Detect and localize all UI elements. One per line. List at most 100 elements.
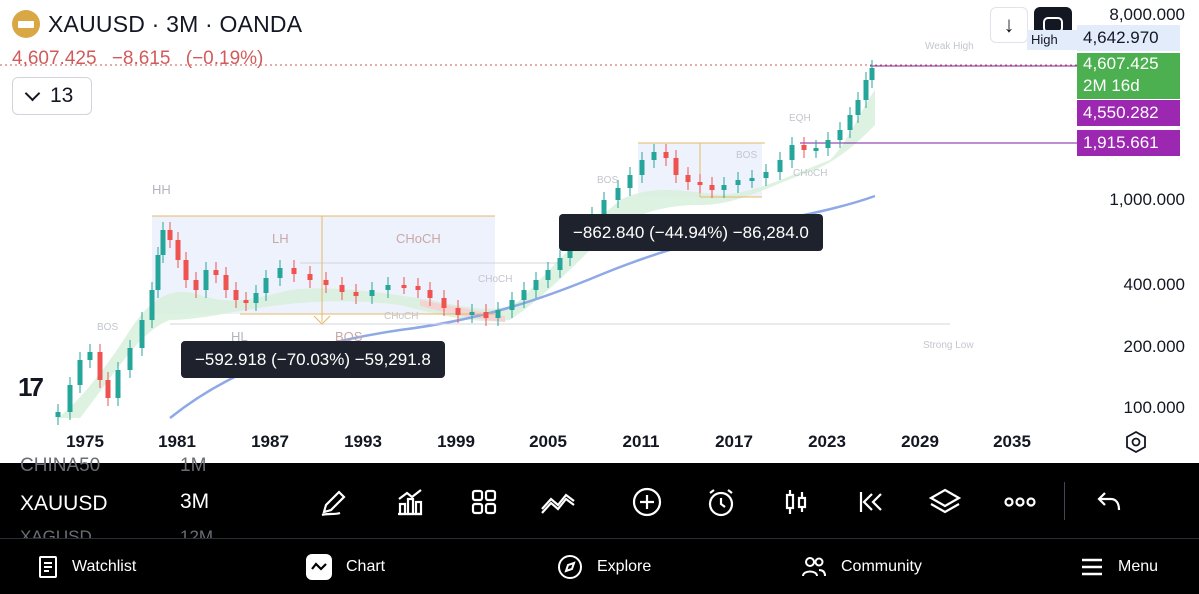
symbol-picker-item[interactable]: CHINA50 xyxy=(20,455,101,476)
annotation-weak-high: Weak High xyxy=(925,41,974,52)
plus-circle-icon[interactable] xyxy=(629,484,665,520)
time-axis-label: 2023 xyxy=(808,432,846,451)
candle-body xyxy=(533,280,539,290)
annotation-bos: BOS xyxy=(736,150,758,161)
compass-icon xyxy=(558,555,582,579)
chart-add-icon[interactable] xyxy=(392,484,428,520)
price-axis-label: 200.000 xyxy=(1123,337,1185,356)
candle-body xyxy=(837,130,843,140)
nav-explore[interactable]: Explore xyxy=(557,539,651,594)
more-icon[interactable] xyxy=(1002,484,1038,520)
time-axis-label: 1993 xyxy=(344,432,382,451)
nav-watchlist[interactable]: Watchlist xyxy=(38,539,136,594)
candle-body xyxy=(369,290,375,296)
annotation-choch: CHoCH xyxy=(396,231,441,246)
symbol-picker-selected[interactable]: XAUUSD xyxy=(20,492,108,515)
chart-settings-icon[interactable] xyxy=(1124,430,1148,454)
arrow-down-icon: ↓ xyxy=(1003,12,1015,37)
nav-menu[interactable]: Menu xyxy=(1080,539,1158,594)
interval-picker-selected[interactable]: 3M xyxy=(180,490,210,513)
candle-body xyxy=(749,178,755,181)
annotation-eqh: EQH xyxy=(789,113,811,124)
level-tag-1: 4,550.282 xyxy=(1077,100,1180,126)
price-axis-label: 8,000.000 xyxy=(1109,5,1185,24)
candle-body xyxy=(149,290,155,320)
gold-symbol-icon xyxy=(12,10,40,38)
time-axis-label: 2029 xyxy=(901,432,939,451)
time-axis-label: 2017 xyxy=(715,432,753,451)
candle-body xyxy=(97,352,103,380)
high-marker-label: High xyxy=(1027,30,1077,50)
annotation-hh: HH xyxy=(152,182,171,197)
current-price-value: 4,607.425 xyxy=(1083,54,1159,73)
candle-body xyxy=(847,115,853,130)
candle-body xyxy=(495,310,501,318)
time-axis-label: 1975 xyxy=(66,432,104,451)
interval-picker-item[interactable]: 1M xyxy=(180,455,207,476)
price-axis-label: 1,000.000 xyxy=(1109,190,1185,209)
candle-body xyxy=(105,380,111,398)
price-axis-label: 100.000 xyxy=(1123,398,1185,417)
layers-icon[interactable] xyxy=(927,484,963,520)
alarm-icon[interactable] xyxy=(703,484,739,520)
time-axis-label: 1987 xyxy=(251,432,289,451)
chart-area[interactable]: XAUUSD · 3M · OANDA 4,607.425 −8.615 (−0… xyxy=(0,0,1199,463)
candle-body xyxy=(721,185,727,190)
nav-chart[interactable]: Chart xyxy=(306,539,385,594)
candle-body xyxy=(427,290,433,298)
bottom-navigation: Watchlist Chart Explore Community Menu xyxy=(0,538,1199,594)
undo-icon[interactable] xyxy=(1091,484,1127,520)
pencil-icon[interactable] xyxy=(316,484,352,520)
candles-icon[interactable] xyxy=(778,484,814,520)
candle-body xyxy=(183,260,189,280)
hamburger-menu-icon xyxy=(1082,558,1102,576)
grid-icon[interactable] xyxy=(466,484,502,520)
candle-body xyxy=(639,160,645,175)
candle-body xyxy=(323,280,329,285)
candle-body xyxy=(155,255,161,290)
candle-body xyxy=(521,290,527,300)
chart-icon xyxy=(306,554,332,580)
candle-body xyxy=(77,360,83,385)
price-change: −8.615 xyxy=(111,48,171,69)
candle-body xyxy=(813,148,819,151)
candle-body xyxy=(483,312,489,318)
candle-body xyxy=(469,312,475,315)
candle-body xyxy=(863,80,869,100)
candle-body xyxy=(801,145,807,150)
candle-body xyxy=(869,68,875,80)
measurement-label[interactable]: −592.918 (−70.03%) −59,291.8 xyxy=(181,341,445,378)
chart-header: XAUUSD · 3M · OANDA xyxy=(12,10,302,38)
candle-body xyxy=(353,292,359,296)
candle-body xyxy=(385,285,391,290)
nav-community[interactable]: Community xyxy=(801,539,922,594)
tradingview-logo[interactable]: 17 xyxy=(18,372,44,402)
indicators-toggle[interactable]: 13 xyxy=(12,77,92,115)
replay-icon[interactable] xyxy=(853,484,889,520)
time-axis-label: 1981 xyxy=(158,432,196,451)
symbol-picker-item[interactable]: XAGUSD xyxy=(20,527,92,538)
price-axis-label: 400.000 xyxy=(1123,275,1185,294)
candle-body xyxy=(855,100,861,115)
interval-picker-item[interactable]: 12M xyxy=(180,527,214,538)
high-price-tag: 4,642.970 xyxy=(1077,25,1180,51)
candle-body xyxy=(627,175,633,188)
candle-body xyxy=(825,140,831,148)
current-price-tag: 4,607.425 2M 16d xyxy=(1077,53,1180,99)
candle-body xyxy=(789,145,795,160)
candle-body xyxy=(55,412,61,417)
chart-canvas[interactable] xyxy=(0,0,1199,463)
annotation-hl: HL xyxy=(231,329,248,344)
symbol-title[interactable]: XAUUSD · 3M · OANDA xyxy=(48,10,303,37)
price-change-pct: (−0.19%) xyxy=(185,48,264,69)
bottom-toolbar: CHINA50 XAUUSD XAGUSD 1M 3M 12M xyxy=(0,455,1199,538)
candle-body xyxy=(601,200,607,215)
annotation-choch: CHoCH xyxy=(384,311,419,322)
candle-body xyxy=(735,180,741,185)
measurement-label[interactable]: −862.840 (−44.94%) −86,284.0 xyxy=(559,214,823,251)
scroll-to-latest-button[interactable]: ↓ xyxy=(990,7,1028,43)
indicator-icon[interactable] xyxy=(540,484,576,520)
price-line: 4,607.425 −8.615 (−0.19%) xyxy=(12,48,273,70)
candle-body xyxy=(203,270,209,290)
annotation-bos: BOS xyxy=(97,322,119,333)
